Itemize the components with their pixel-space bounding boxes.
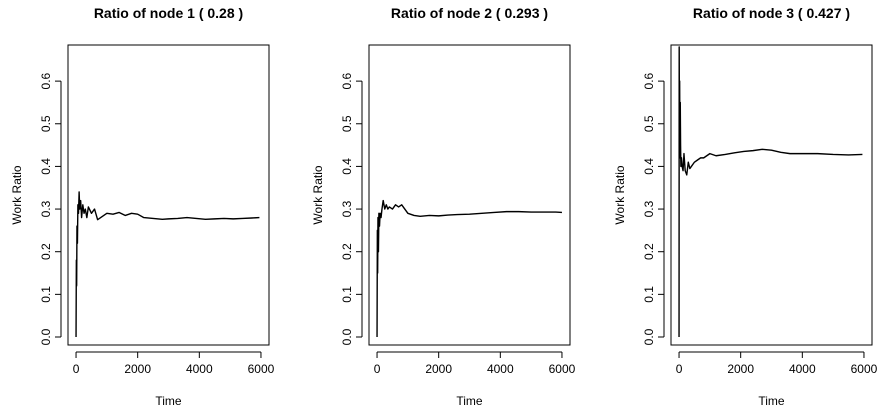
x-tick-label: 0	[676, 362, 683, 376]
y-tick-label: 0.5	[340, 115, 354, 132]
y-tick-label: 0.4	[340, 158, 354, 175]
plot-frame	[368, 44, 571, 346]
y-tick-label: 0.1	[340, 286, 354, 303]
y-tick-label: 0.4	[642, 158, 656, 175]
x-tick-label: 6000	[549, 362, 576, 376]
panel-node-1: Ratio of node 1 ( 0.28 ) 0 2000 4000 6000 0.0…	[10, 5, 275, 408]
y-tick-label: 0.5	[39, 115, 53, 132]
y-tick-label: 0.3	[642, 200, 656, 217]
chart-title: Ratio of node 1 ( 0.28 )	[94, 5, 243, 21]
chart-title: Ratio of node 2 ( 0.293 )	[391, 5, 548, 21]
y-tick-label: 0.2	[642, 243, 656, 260]
x-tick-label: 2000	[124, 362, 151, 376]
y-tick-label: 0.0	[642, 328, 656, 345]
y-tick-label: 0.2	[340, 243, 354, 260]
y-axis-label: Work Ratio	[613, 165, 627, 224]
x-tick-label: 4000	[487, 362, 514, 376]
x-tick-label: 6000	[248, 362, 275, 376]
x-tick-label: 4000	[789, 362, 816, 376]
series-line	[376, 199, 563, 338]
x-axis-label: Time	[155, 394, 182, 408]
y-tick-label: 0.3	[39, 200, 53, 217]
x-tick-label: 0	[73, 362, 80, 376]
chart-title: Ratio of node 3 ( 0.427 )	[693, 5, 850, 21]
x-tick-label: 4000	[186, 362, 213, 376]
x-tick-label: 0	[374, 362, 381, 376]
x-tick-label: 6000	[851, 362, 878, 376]
x-tick-label: 2000	[727, 362, 754, 376]
plot-frame	[670, 44, 873, 346]
x-axis-label: Time	[456, 394, 483, 408]
y-tick-label: 0.3	[340, 200, 354, 217]
panel-node-2: Ratio of node 2 ( 0.293 ) 0 2000 4000 6000 0.…	[311, 5, 576, 408]
series-line	[678, 46, 863, 338]
plot-frame	[67, 44, 270, 346]
y-tick-label: 0.6	[340, 72, 354, 89]
y-tick-label: 0.0	[340, 328, 354, 345]
series-line	[75, 191, 260, 338]
x-tick-label: 2000	[425, 362, 452, 376]
x-axis-label: Time	[758, 394, 785, 408]
y-tick-label: 0.1	[642, 286, 656, 303]
y-tick-label: 0.6	[39, 72, 53, 89]
y-axis-label: Work Ratio	[311, 165, 325, 224]
y-tick-label: 0.6	[642, 72, 656, 89]
y-tick-label: 0.1	[39, 286, 53, 303]
panel-node-3: Ratio of node 3 ( 0.427 ) 0 2000 4000 6000 0.…	[613, 5, 878, 408]
y-tick-label: 0.2	[39, 243, 53, 260]
y-tick-label: 0.5	[642, 115, 656, 132]
y-tick-label: 0.0	[39, 328, 53, 345]
y-axis-label: Work Ratio	[10, 165, 24, 224]
y-tick-label: 0.4	[39, 158, 53, 175]
